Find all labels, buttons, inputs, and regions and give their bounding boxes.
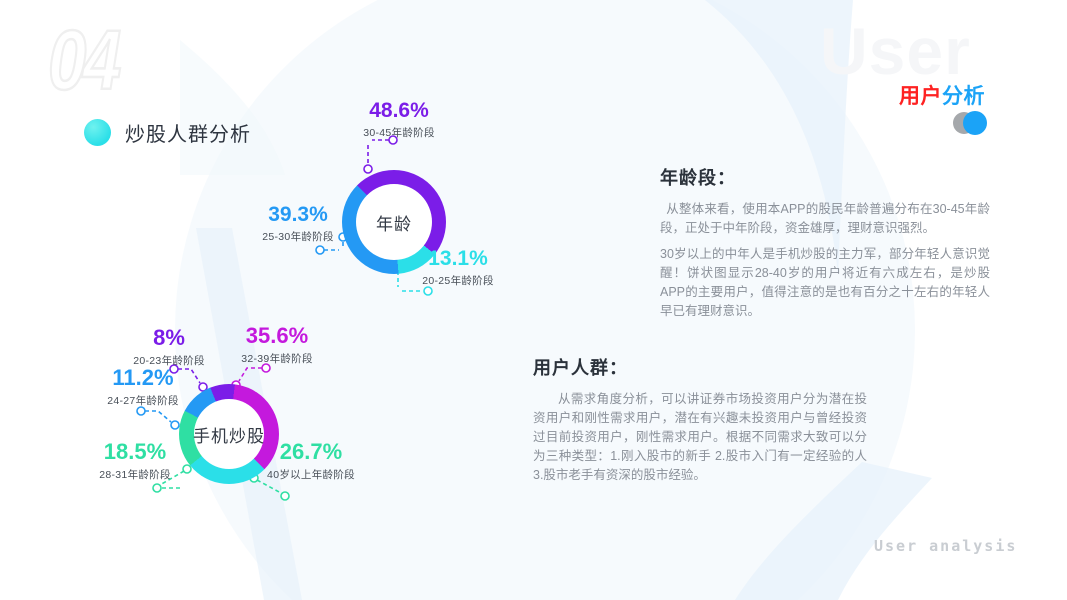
header-title: 用户分析 [899, 80, 985, 110]
badge-circle-blue [963, 111, 987, 135]
header-badge [953, 110, 993, 138]
donut-chart-mobile: 手机炒股 [179, 384, 279, 484]
label-8: 8% 20-23年龄阶段 [133, 325, 205, 368]
leader-11-2 [136, 406, 180, 430]
header-title-blue: 分析 [942, 85, 985, 108]
donut-chart-age: 年龄 [342, 170, 446, 274]
bg-crescent-bottom-right [735, 462, 932, 600]
section-users: 用户人群： 从需求角度分析，可以讲证券市场投资用户分为潜在投资用户和刚性需求用户… [533, 354, 867, 492]
page-number: 04 [47, 13, 122, 107]
bg-edge-top-left [180, 40, 285, 175]
section-age: 年龄段： 从整体来看，使用本APP的股民年龄普遍分布在30-45年龄段，正处于中… [660, 164, 990, 328]
bg-crescent-top-right [705, 0, 853, 275]
section-age-paragraph-1: 从整体来看，使用本APP的股民年龄普遍分布在30-45年龄段，正处于中年阶段，资… [660, 202, 990, 235]
section-users-paragraph: 从需求角度分析，可以讲证券市场投资用户分为潜在投资用户和刚性需求用户，潜在有兴趣… [533, 392, 867, 482]
bg-circle [175, 0, 915, 600]
donut-age-center-label: 年龄 [376, 214, 412, 234]
label-18-5: 18.5% 28-31年龄阶段 [99, 439, 171, 482]
label-48-6: 48.6% 30-45年龄阶段 [363, 99, 435, 139]
leader-18-5 [152, 464, 192, 493]
label-35-6: 35.6% 32-39年龄阶段 [241, 323, 313, 366]
label-11-2: 11.2% 24-27年龄阶段 [107, 365, 179, 408]
section-users-title: 用户人群： [533, 358, 628, 378]
label-13-1: 13.1% 20-25年龄阶段 [422, 247, 494, 287]
donut-mobile-center-label: 手机炒股 [193, 426, 265, 446]
header-title-red: 用户 [899, 85, 942, 108]
section-title-label: 炒股人群分析 [125, 124, 251, 146]
section-age-title: 年龄段： [660, 168, 736, 188]
section-age-paragraph-2: 30岁以上的中年人是手机炒股的主力军，部分年轻人意识觉醒！饼状图显示28-40岁… [660, 247, 990, 318]
footer-text: User analysis [874, 537, 1018, 555]
section-title: 炒股人群分析 [84, 118, 251, 147]
label-39-3: 39.3% 25-30年龄阶段 [262, 203, 334, 243]
cyan-dot-icon [84, 119, 111, 146]
watermark-text: User [820, 14, 971, 88]
leader-48-6 [363, 135, 398, 174]
label-26-7: 26.7% 40岁以上年龄阶段 [267, 439, 355, 482]
